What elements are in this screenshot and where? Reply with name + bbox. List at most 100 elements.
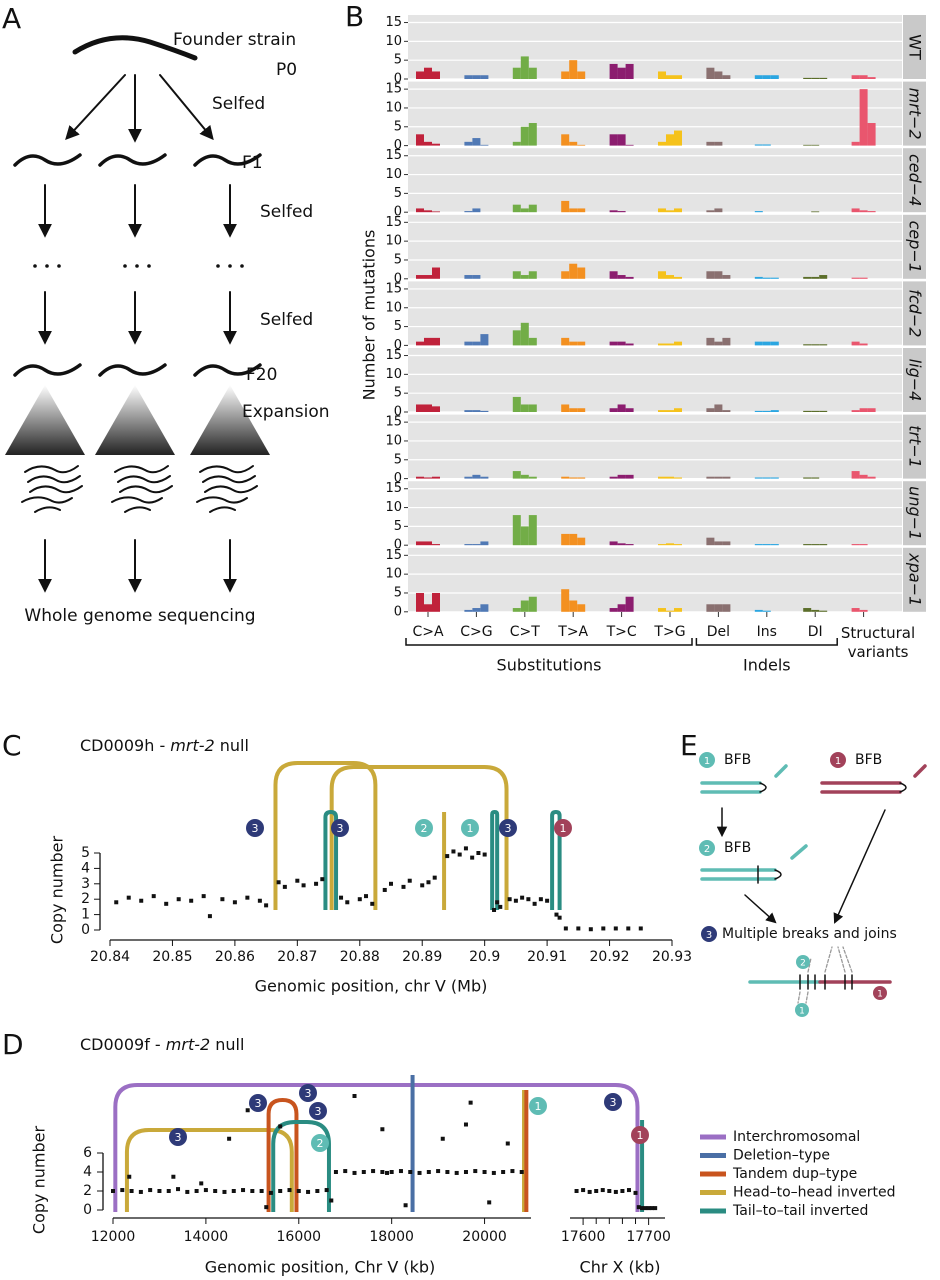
point: [268, 1190, 273, 1195]
y-tick-label: 10: [385, 100, 402, 115]
point: [563, 926, 568, 931]
point: [232, 900, 237, 905]
bar: [472, 138, 481, 146]
x-tick-label: 20.9: [469, 949, 500, 965]
bar: [609, 271, 618, 279]
point: [407, 878, 412, 883]
y-tick-label: 10: [385, 500, 402, 515]
sv-junction: [113, 1083, 640, 1212]
annotation-number: 1: [637, 1129, 644, 1142]
facet-background: [408, 81, 902, 146]
point: [476, 851, 481, 855]
bar: [464, 211, 473, 213]
point: [473, 1169, 478, 1174]
bar: [432, 476, 440, 479]
worm: [98, 363, 167, 377]
facet-label: WT: [906, 34, 925, 60]
junction-marker: [796, 955, 810, 969]
sv-junction: [273, 761, 378, 910]
facet-strip: [903, 81, 926, 146]
point: [626, 926, 631, 931]
bar: [472, 208, 481, 213]
x-tick-label: 12000: [91, 1229, 136, 1245]
x-axis-label: Genomic position, chr V (Mb): [255, 977, 488, 996]
y-tick-label: 10: [385, 567, 402, 582]
bar: [803, 608, 812, 612]
annotation-marker: [331, 819, 349, 837]
x-tick-label: 20.93: [652, 949, 692, 965]
bar: [528, 67, 537, 79]
y-tick-label: 4: [81, 860, 90, 876]
y-tick-label: 0: [394, 205, 402, 220]
point: [241, 1188, 246, 1193]
point: [380, 1170, 385, 1174]
bar: [658, 608, 666, 612]
worm-population: [21, 465, 258, 513]
bar: [803, 477, 812, 479]
point: [114, 900, 119, 905]
bar: [528, 123, 537, 146]
bar: [432, 406, 440, 412]
point: [576, 926, 581, 931]
bar: [754, 544, 763, 546]
bar: [617, 543, 626, 546]
bar: [859, 89, 868, 146]
point: [492, 907, 497, 912]
legend-label: Deletion–type: [733, 1148, 830, 1164]
bar: [577, 408, 586, 412]
point: [333, 1170, 338, 1174]
x-tick-label: 20.84: [90, 949, 130, 965]
point: [426, 1170, 431, 1174]
facet-label: fcd−2: [906, 289, 925, 337]
bar: [706, 67, 715, 79]
bar: [811, 609, 820, 612]
annotation-number: 3: [305, 1087, 312, 1100]
bar: [512, 471, 521, 479]
annotation-marker: [249, 1094, 267, 1112]
bar: [867, 211, 876, 213]
bar: [819, 344, 828, 346]
title-part: mrt-2: [166, 1035, 210, 1054]
point: [417, 1170, 422, 1175]
facet-strip: [903, 481, 926, 546]
point: [445, 1170, 450, 1174]
bar: [658, 343, 666, 346]
bar: [706, 210, 715, 213]
expansion-triangle: [5, 385, 85, 455]
bar: [424, 604, 432, 612]
bar: [803, 276, 812, 279]
bar: [424, 275, 432, 279]
point: [495, 900, 500, 905]
bar: [666, 134, 674, 146]
bar: [811, 344, 820, 346]
sv-junction: [271, 1120, 331, 1212]
x-tick-label: 18000: [369, 1229, 414, 1245]
annotation-number: 3: [255, 1097, 262, 1110]
point: [278, 1189, 283, 1193]
point: [463, 1122, 468, 1127]
bar: [609, 408, 618, 412]
bar: [859, 474, 868, 479]
point: [445, 854, 450, 859]
bar: [722, 410, 731, 412]
bar: [561, 71, 570, 79]
point: [380, 1127, 385, 1132]
y-axis-label: Copy number: [48, 836, 67, 945]
point: [364, 894, 369, 899]
panel-e: [700, 764, 927, 1004]
point: [420, 883, 425, 888]
title-part: CD0009h -: [80, 736, 170, 755]
bar: [859, 544, 868, 546]
category-label: C>G: [460, 624, 492, 640]
bar: [520, 275, 529, 279]
bar: [706, 408, 715, 412]
bar: [416, 275, 424, 279]
annotation-number: 3: [610, 1096, 617, 1109]
facet-background: [408, 15, 902, 79]
point: [151, 894, 156, 899]
bar: [851, 208, 860, 213]
point: [245, 1108, 250, 1113]
bar: [762, 277, 771, 279]
point: [653, 1206, 658, 1211]
